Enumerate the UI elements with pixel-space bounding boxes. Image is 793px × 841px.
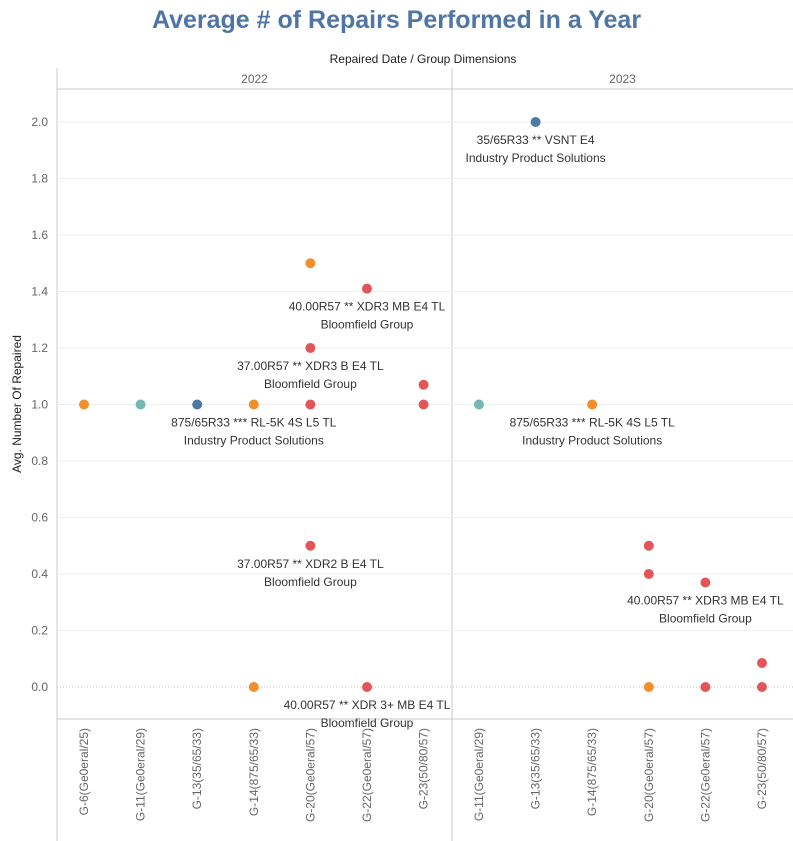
annotation-label: 37.00R57 ** XDR3 B E4 TL [237, 359, 384, 373]
annotation-label: 40.00R57 ** XDR 3+ MB E4 TL [284, 698, 451, 712]
x-tick-label: G-13(35/65/33) [190, 728, 204, 809]
plot-frame [56, 68, 793, 841]
data-point [79, 399, 89, 410]
x-tick-label: G-23(50/80/57) [417, 728, 431, 809]
x-tick-label: G-22(Ge0eral/57) [698, 728, 712, 822]
data-point [305, 258, 316, 269]
y-tick-label: 0.2 [31, 624, 48, 638]
annotation-label: 40.00R57 ** XDR3 MB E4 TL [627, 593, 784, 607]
y-tick-label: 2.0 [31, 115, 48, 129]
x-tick-label: G-20(Ge0eral/57) [303, 728, 317, 822]
panel-header-2022: 2022 [241, 72, 268, 86]
data-point [192, 399, 203, 410]
y-tick-label: 0.4 [31, 567, 48, 581]
data-point [418, 379, 429, 390]
data-points [79, 117, 767, 692]
data-point [362, 283, 372, 294]
x-tick-label: G-13(35/65/33) [529, 728, 543, 809]
y-axis: 0.0 0.2 0.4 0.6 0.8 1.0 1.2 1.4 1.6 1.8 2.0 Avg. Nu… [10, 115, 48, 694]
y-axis-label: Avg. Number Of Repaired [10, 335, 24, 473]
gridlines [57, 121, 793, 688]
y-tick-label: 0.6 [31, 511, 48, 525]
data-point [248, 399, 259, 410]
x-tick-label: G-6(Ge0eral/25) [77, 728, 91, 815]
annotation-label: 37.00R57 ** XDR2 B E4 TL [237, 557, 384, 571]
data-point [135, 399, 146, 410]
data-point [643, 569, 654, 579]
data-point [305, 343, 316, 353]
annotation-label: 35/65R33 ** VSNT E4 [477, 133, 595, 147]
y-tick-label: 0.8 [31, 454, 48, 468]
x-tick-label: G-14(875/65/33) [247, 728, 261, 816]
panel-headers: 2022 2023 [241, 72, 636, 86]
data-point [248, 682, 259, 692]
annotation-group: Industry Product Solutions [466, 151, 606, 165]
data-point [643, 682, 654, 692]
annotation-label: 875/65R33 *** RL-5K 4S L5 TL [171, 416, 337, 430]
annotation-group: Bloomfield Group [321, 318, 414, 332]
annotation-group: Industry Product Solutions [184, 434, 324, 448]
data-point [474, 399, 484, 410]
x-tick-label: G-14(875/65/33) [585, 728, 599, 816]
x-tick-label: G-11(Ge0eral/29) [134, 728, 148, 821]
y-tick-label: 1.4 [31, 285, 48, 299]
y-tick-label: 1.8 [31, 172, 48, 186]
annotation-group: Bloomfield Group [264, 377, 357, 391]
chart-title: Average # of Repairs Performed in a Year [151, 6, 642, 34]
data-point [587, 399, 598, 410]
chart-subtitle: Repaired Date / Group Dimensions [329, 52, 517, 66]
x-tick-label: G-20(Ge0eral/57) [642, 728, 656, 822]
data-point [700, 577, 711, 588]
x-tick-label: G-23(50/80/57) [755, 728, 769, 809]
annotations: 40.00R57 ** XDR3 MB E4 TL Bloomfield Grou… [171, 133, 784, 730]
y-tick-label: 1.0 [31, 398, 48, 412]
annotation-group: Bloomfield Group [264, 575, 357, 589]
x-tick-label: G-22(Ge0eral/57) [360, 728, 374, 822]
y-tick-label: 0.0 [31, 680, 48, 694]
data-point [530, 117, 541, 127]
data-point [362, 682, 372, 692]
annotation-label: 40.00R57 ** XDR3 MB E4 TL [289, 300, 446, 314]
data-point [418, 399, 429, 410]
data-point [305, 399, 316, 410]
annotation-group: Bloomfield Group [321, 716, 414, 730]
y-tick-label: 1.2 [31, 341, 48, 355]
x-tick-label: G-11(Ge0eral/29) [472, 728, 486, 821]
panel-header-2023: 2023 [609, 72, 636, 86]
data-point [757, 682, 767, 692]
y-tick-label: 1.6 [31, 228, 48, 242]
annotation-group: Bloomfield Group [659, 611, 752, 625]
data-point [700, 682, 711, 692]
data-point [305, 540, 316, 551]
data-point [757, 657, 767, 668]
annotation-group: Industry Product Solutions [522, 434, 662, 448]
data-point [643, 540, 654, 551]
x-axis: G-6(Ge0eral/25) G-11(Ge0eral/29) G-13(35/6… [77, 728, 769, 822]
annotation-label: 875/65R33 *** RL-5K 4S L5 TL [510, 416, 676, 430]
